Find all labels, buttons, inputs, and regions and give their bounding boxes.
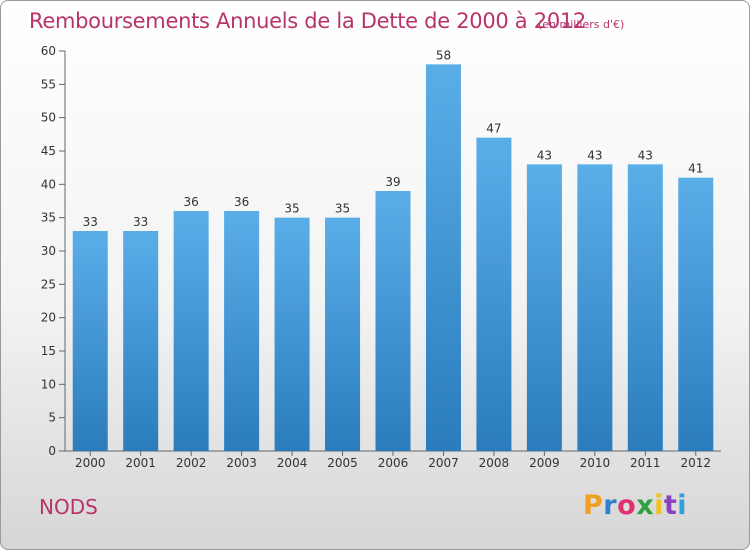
bar-value-label: 39 [385, 175, 400, 189]
x-tick-label: 2005 [327, 456, 358, 470]
bar-2004 [274, 217, 310, 451]
bar-value-label: 43 [638, 148, 653, 162]
bar-2012 [678, 177, 714, 451]
y-tick-label: 20 [41, 311, 56, 325]
x-tick-label: 2006 [378, 456, 409, 470]
x-tick-label: 2011 [630, 456, 661, 470]
logo-letter: r [603, 490, 618, 521]
bar-value-label: 33 [133, 215, 148, 229]
x-tick-label: 2008 [479, 456, 510, 470]
bar-value-label: 35 [284, 202, 299, 216]
x-tick-label: 2007 [428, 456, 459, 470]
x-tick-label: 2002 [176, 456, 207, 470]
bar-2002 [173, 211, 209, 451]
y-tick-label: 5 [48, 411, 56, 425]
bar-2005 [325, 217, 361, 451]
bar-2000 [72, 231, 108, 451]
bar-2011 [627, 164, 663, 452]
bar-2007 [425, 64, 461, 452]
x-tick-label: 2010 [580, 456, 611, 470]
x-tick-label: 2009 [529, 456, 560, 470]
bar-2003 [224, 211, 260, 451]
bar-value-label: 41 [688, 162, 703, 176]
y-tick-label: 25 [41, 277, 56, 291]
bar-2010 [577, 164, 613, 452]
y-tick-label: 0 [48, 444, 56, 458]
logo-letter: i [677, 490, 688, 521]
logo-letter: x [636, 490, 655, 521]
chart-subtitle: (en milliers d'€) [538, 18, 625, 31]
y-tick-label: 10 [41, 377, 56, 391]
proxiti-logo[interactable]: Proxiti [583, 490, 687, 521]
bar-value-label: 47 [486, 122, 501, 136]
bar-value-label: 43 [587, 148, 602, 162]
x-tick-label: 2004 [277, 456, 308, 470]
logo-letter: i [654, 490, 664, 521]
x-tick-label: 2003 [226, 456, 257, 470]
bar-value-label: 43 [537, 148, 552, 162]
x-tick-label: 2000 [75, 456, 106, 470]
y-tick-label: 45 [41, 144, 56, 158]
bar-value-label: 35 [335, 202, 350, 216]
x-tick-label: 2012 [680, 456, 711, 470]
y-tick-label: 50 [41, 111, 56, 125]
logo-letter: t [663, 490, 678, 521]
x-tick-label: 2001 [125, 456, 156, 470]
y-tick-label: 30 [41, 244, 56, 258]
y-tick-label: 35 [41, 211, 56, 225]
bar-2001 [123, 231, 159, 451]
bar-2008 [476, 137, 512, 451]
y-tick-label: 15 [41, 344, 56, 358]
bar-value-label: 36 [234, 195, 249, 209]
y-tick-label: 55 [41, 77, 56, 91]
bar-value-label: 33 [83, 215, 98, 229]
bar-value-label: 58 [436, 48, 451, 62]
bar-2009 [526, 164, 562, 452]
y-tick-label: 40 [41, 177, 56, 191]
bar-2006 [375, 191, 411, 451]
logo-letter: P [583, 490, 604, 521]
bar-value-label: 36 [184, 195, 199, 209]
logo-letter: o [617, 490, 637, 521]
commune-name: NODS [39, 495, 98, 519]
y-tick-label: 60 [41, 44, 56, 58]
chart-title: Remboursements Annuels de la Dette de 20… [29, 9, 586, 33]
